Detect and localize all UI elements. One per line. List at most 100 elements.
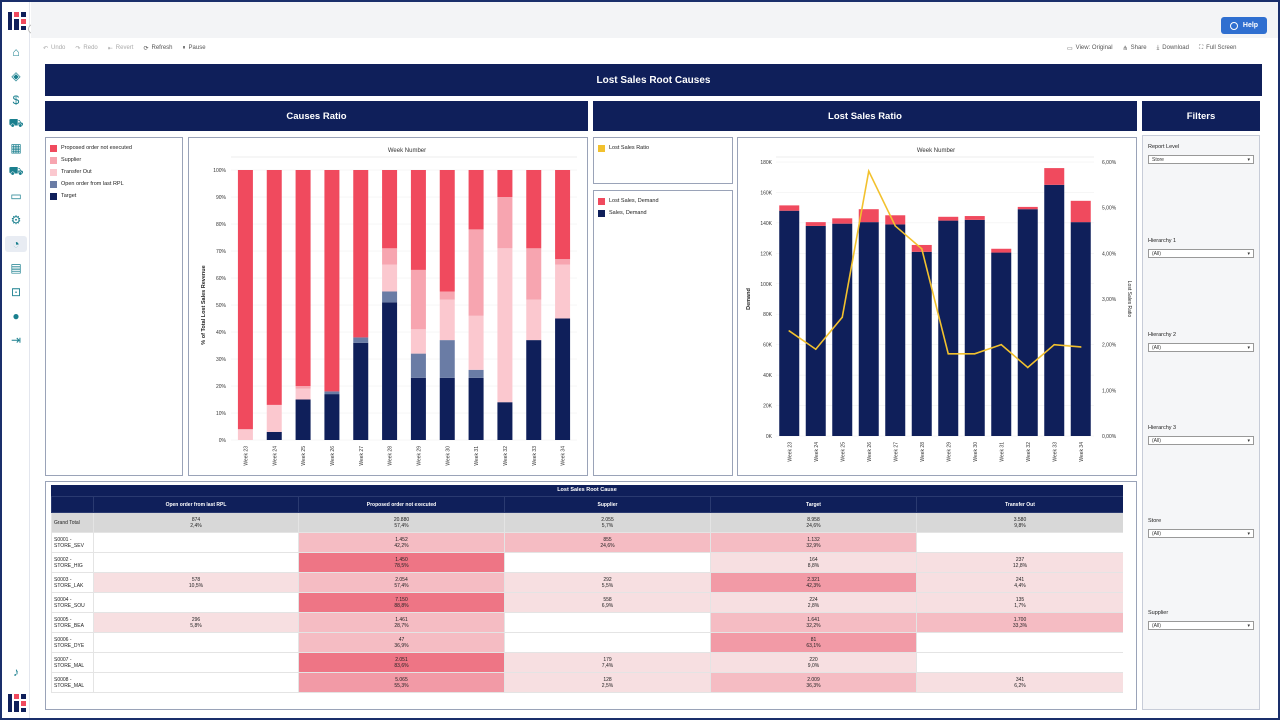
bar-segment[interactable] [410, 353, 426, 378]
legend-item[interactable]: Target [50, 190, 178, 202]
bar-segment[interactable] [497, 197, 513, 249]
sales-demand-bar[interactable] [832, 223, 853, 436]
bar-segment[interactable] [526, 299, 542, 341]
filter-select[interactable]: (All) ▾ [1148, 621, 1254, 630]
column-header[interactable]: Open order from last RPL [93, 496, 299, 513]
bar-segment[interactable] [410, 329, 426, 354]
revert-button[interactable]: ⇤ Revert [107, 45, 134, 52]
lost-sales-demand-bar[interactable] [1017, 206, 1038, 210]
bar-segment[interactable] [382, 264, 398, 292]
table-cell[interactable]: 2.321 42,3% [710, 572, 917, 593]
sales-demand-bar[interactable] [1044, 184, 1065, 436]
lost-sales-ratio-line[interactable] [788, 168, 1081, 369]
sales-demand-bar[interactable] [938, 220, 959, 436]
table-cell[interactable] [93, 672, 299, 693]
truck-icon[interactable]: ⛟ [8, 164, 24, 178]
filter-select[interactable]: Store ▾ [1148, 155, 1254, 164]
table-cell[interactable]: 341 6,2% [916, 672, 1123, 693]
sign-out-icon[interactable]: ⇥ [10, 333, 22, 347]
column-header[interactable]: Proposed order not executed [298, 496, 505, 513]
table-cell[interactable]: 1.450 78,5% [298, 552, 505, 573]
bar-segment[interactable] [382, 248, 398, 265]
table-cell[interactable]: 224 2,8% [710, 592, 917, 613]
table-cell[interactable]: 128 2,5% [504, 672, 711, 693]
column-header[interactable]: Transfer Out [916, 496, 1123, 513]
bar-segment[interactable] [439, 299, 455, 341]
legend-item[interactable]: Sales, Demand [598, 207, 728, 219]
view-original-button[interactable]: ▭ View: Original [1067, 45, 1113, 52]
table-cell[interactable] [504, 552, 711, 573]
table-cell[interactable]: 3.580 9,8% [916, 512, 1123, 533]
table-cell[interactable]: 578 10,5% [93, 572, 299, 593]
bar-segment[interactable] [497, 248, 513, 403]
lock-icon[interactable]: ⊡ [10, 285, 22, 299]
bar-segment[interactable] [410, 269, 426, 330]
bar-segment[interactable] [555, 170, 571, 260]
table-cell[interactable] [93, 632, 299, 653]
bar-segment[interactable] [439, 170, 455, 292]
table-cell[interactable]: 179 7,4% [504, 652, 711, 673]
legend-item[interactable]: Open order from last RPL [50, 178, 178, 190]
legend-item[interactable]: Lost Sales Ratio [598, 142, 728, 154]
column-header[interactable]: Supplier [504, 496, 711, 513]
ratio-point[interactable] [814, 348, 817, 351]
bar-segment[interactable] [353, 337, 369, 343]
ratio-point[interactable] [867, 170, 870, 172]
table-cell[interactable]: 20.880 57,4% [298, 512, 505, 533]
lost-sales-demand-bar[interactable] [1044, 168, 1065, 185]
bar-segment[interactable] [295, 170, 311, 386]
table-cell[interactable]: 2.054 57,4% [298, 572, 505, 593]
table-cell[interactable]: 47 36,9% [298, 632, 505, 653]
legend-item[interactable]: Supplier [50, 154, 178, 166]
user-icon[interactable]: ● [12, 309, 20, 323]
bar-segment[interactable] [382, 302, 398, 440]
ratio-point[interactable] [788, 330, 791, 332]
redo-button[interactable]: ↷ Redo [75, 45, 98, 52]
cart-icon[interactable]: ⛟ [8, 116, 24, 130]
document-icon[interactable]: ▤ [10, 261, 22, 275]
bar-segment[interactable] [324, 394, 340, 440]
ratio-point[interactable] [841, 316, 844, 319]
table-cell[interactable] [93, 552, 299, 573]
bar-segment[interactable] [439, 291, 455, 300]
table-row[interactable]: S0004 - STORE_SOU 7.150 88,8% 558 6,9% 224 2,8%… [51, 592, 1123, 613]
bar-segment[interactable] [237, 429, 253, 440]
sales-demand-bar[interactable] [1070, 222, 1091, 436]
table-cell[interactable]: 2.051 83,6% [298, 652, 505, 673]
bar-segment[interactable] [353, 342, 369, 440]
ratio-point[interactable] [1053, 343, 1056, 346]
table-cell[interactable] [504, 632, 711, 653]
table-row[interactable]: S0001 - STORE_SEV 1.452 42,2% 855 24,6% 1.132 3… [51, 532, 1123, 553]
lost-sales-demand-bar[interactable] [832, 218, 853, 224]
bar-segment[interactable] [526, 340, 542, 440]
table-cell[interactable]: 220 9,0% [710, 652, 917, 673]
table-row[interactable]: S0006 - STORE_DYE 47 36,9% 81 63,1% [51, 632, 1123, 653]
home-icon[interactable]: ⌂ [12, 45, 20, 59]
table-cell[interactable]: 855 24,6% [504, 532, 711, 553]
table-cell[interactable]: 81 63,1% [710, 632, 917, 653]
bar-segment[interactable] [468, 369, 484, 378]
download-button[interactable]: ⤓ Download [1156, 44, 1189, 52]
bar-segment[interactable] [526, 248, 542, 300]
table-cell[interactable]: 2.009 36,3% [710, 672, 917, 693]
table-cell[interactable]: 874 2,4% [93, 512, 299, 533]
full-screen-button[interactable]: ⛶ Full Screen [1198, 44, 1237, 52]
lost-sales-demand-bar[interactable] [885, 215, 906, 225]
bar-segment[interactable] [295, 399, 311, 441]
table-cell[interactable]: 2.055 5,7% [504, 512, 711, 533]
bar-segment[interactable] [353, 170, 369, 338]
ratio-point[interactable] [947, 353, 950, 355]
bar-segment[interactable] [410, 377, 426, 440]
undo-button[interactable]: ↶ Undo [43, 45, 66, 52]
bar-segment[interactable] [410, 170, 426, 270]
refresh-button[interactable]: ⟳ Refresh [143, 45, 173, 52]
monitor-icon[interactable]: ▭ [10, 189, 22, 203]
filter-select[interactable]: (All) ▾ [1148, 436, 1254, 445]
bar-segment[interactable] [468, 170, 484, 230]
table-cell[interactable]: 8.958 24,6% [710, 512, 917, 533]
table-cell[interactable]: 1.461 28,7% [298, 612, 505, 633]
filter-select[interactable]: (All) ▾ [1148, 249, 1254, 258]
sales-demand-bar[interactable] [964, 219, 985, 436]
table-cell[interactable]: 7.150 88,8% [298, 592, 505, 613]
table-cell[interactable]: 1.132 32,9% [710, 532, 917, 553]
